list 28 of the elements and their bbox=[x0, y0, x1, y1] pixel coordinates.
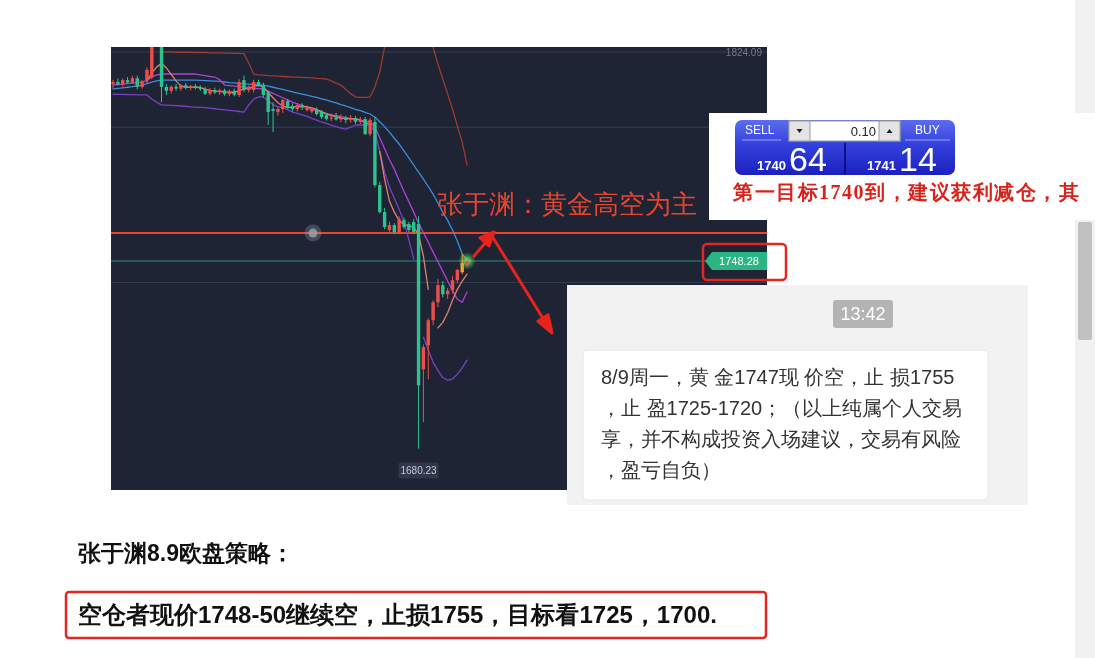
text: 8/9周一，黄 金1747现 价空，止 损1755，止 盈1725-1720；（以上纯属个人交易享，并不构成投资入场建议，交易有风险，盈亏自负） bbox=[601, 365, 964, 483]
text: 1740 bbox=[757, 158, 786, 173]
candlestick bbox=[213, 87, 217, 95]
candlestick bbox=[116, 77, 120, 86]
text: SELL bbox=[745, 123, 775, 137]
candlestick bbox=[174, 83, 178, 92]
text: 空仓者现价1748-50继续空，止损1755，目标看1725，1700. bbox=[78, 601, 717, 628]
text: 0.10 bbox=[849, 124, 876, 139]
candlestick bbox=[431, 299, 435, 326]
text: 64 bbox=[789, 140, 827, 178]
text: 第一目标1740到，建议获利减仓，其 bbox=[733, 181, 1080, 203]
candlestick bbox=[339, 113, 343, 123]
annotation: 1680.23 bbox=[400, 465, 438, 477]
text: 13:42 bbox=[839, 304, 887, 324]
y-tick-label: 1824.09 bbox=[725, 46, 763, 58]
text: 1741 bbox=[867, 158, 896, 173]
candlestick bbox=[436, 278, 440, 308]
text: 张于渊8.9欧盘策略： bbox=[78, 540, 294, 566]
candlestick bbox=[334, 112, 338, 122]
candlestick bbox=[368, 117, 372, 137]
candlestick bbox=[276, 106, 280, 117]
text: BUY bbox=[915, 123, 940, 137]
text: 14 bbox=[899, 140, 937, 178]
y-tick-label: 1748.28 bbox=[719, 254, 759, 267]
candlestick bbox=[465, 258, 469, 268]
candlestick bbox=[208, 87, 212, 97]
candlestick bbox=[111, 79, 115, 89]
annotation: 张于渊：黄金高空为主 bbox=[437, 189, 697, 219]
